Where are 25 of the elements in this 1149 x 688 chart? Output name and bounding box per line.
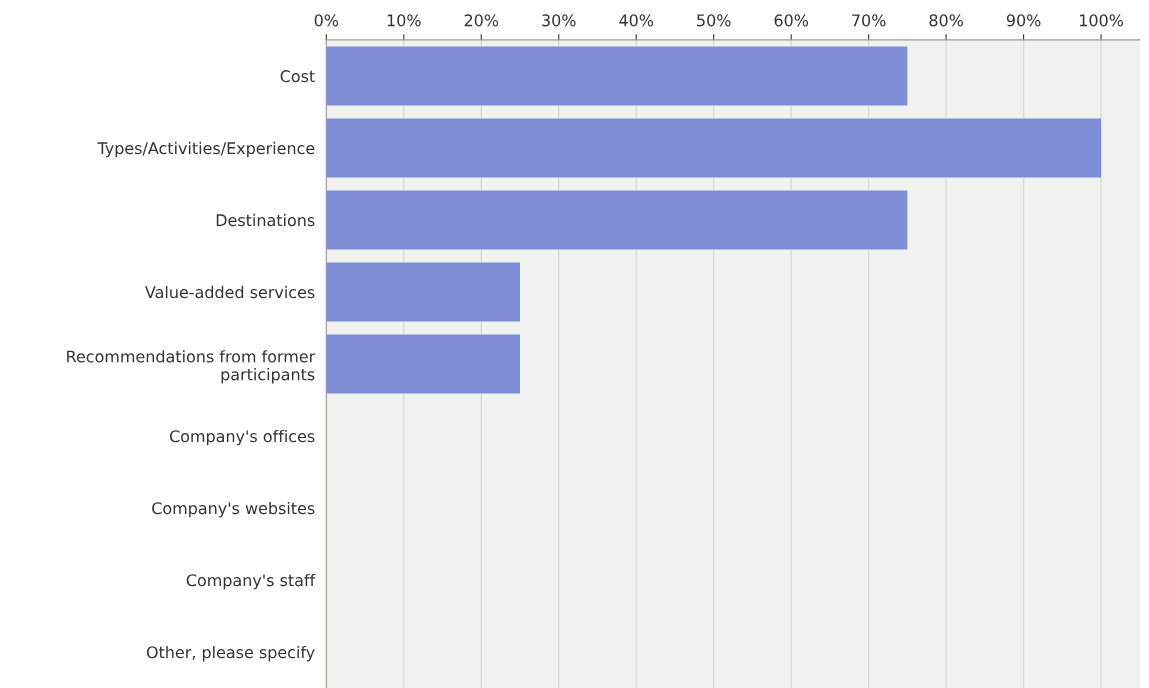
x-tick-label: 20%	[464, 14, 499, 27]
x-tick-label: 10%	[387, 14, 421, 27]
y-tick-label: Value-added services	[145, 285, 315, 299]
bar	[326, 334, 520, 394]
bar	[326, 46, 908, 106]
x-tick-label: 100%	[1079, 14, 1124, 27]
x-tick-label: 0%	[314, 14, 339, 27]
x-tick-label: 60%	[774, 14, 809, 27]
x-tick-label: 80%	[929, 14, 963, 27]
y-tick-label: Company's websites	[152, 501, 315, 518]
x-tick-label: 50%	[697, 14, 731, 27]
y-tick-label: Cost	[280, 70, 315, 83]
bar	[326, 190, 908, 250]
x-tick-label: 70%	[852, 14, 886, 27]
y-tick-label: Other, please specify	[146, 645, 315, 662]
y-tick-label: Types/Activities/Experience	[97, 141, 315, 158]
x-tick-label: 90%	[1006, 14, 1041, 27]
y-tick-label: Company's staff	[186, 573, 316, 590]
bar	[326, 262, 520, 322]
y-tick-label: Recommendations from former participants	[67, 350, 316, 384]
bar	[326, 118, 1102, 178]
y-tick-label: Company's offices	[169, 429, 315, 446]
x-tick-label: 30%	[542, 14, 576, 27]
y-tick-label: Destinations	[216, 213, 315, 227]
x-tick-label: 40%	[619, 14, 654, 27]
